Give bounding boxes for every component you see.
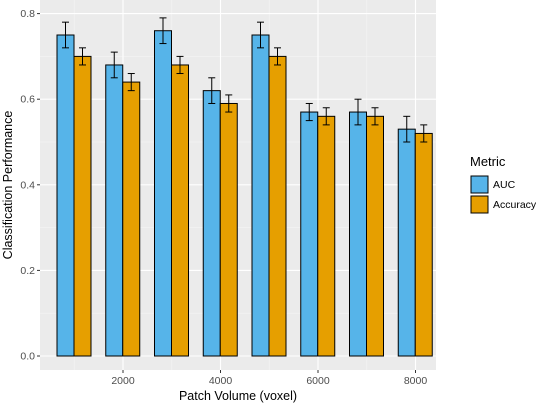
bar-accuracy-8: [414, 132, 433, 357]
error-bar-accuracy-4: [225, 94, 233, 113]
bar-auc-2: [105, 64, 124, 357]
bar-accuracy-6: [317, 115, 336, 357]
x-axis-title: Patch Volume (voxel): [179, 389, 297, 403]
bar-auc-7: [349, 111, 367, 357]
x-tick-label: 6000: [306, 375, 330, 387]
bar-accuracy-7: [366, 115, 384, 357]
y-tick-label: 0.8: [20, 8, 35, 20]
x-tick-label: 4000: [209, 375, 233, 387]
legend-swatch-accuracy: [470, 195, 489, 214]
error-bar-auc-5: [257, 21, 264, 49]
legend-title: Metric: [470, 154, 506, 169]
error-bar-accuracy-6: [322, 107, 330, 126]
y-tick-label: 0.6: [20, 94, 35, 106]
y-tick-label: 0.2: [20, 265, 35, 277]
error-bar-accuracy-1: [79, 47, 86, 66]
error-bar-accuracy-2: [127, 73, 135, 92]
y-axis-title: Classification Performance: [1, 111, 15, 260]
bar-accuracy-5: [268, 55, 287, 357]
error-bar-auc-6: [305, 102, 313, 122]
bar-accuracy-3: [171, 64, 189, 357]
legend: Metric AUC Accuracy: [470, 154, 536, 214]
bar-auc-4: [202, 90, 221, 357]
error-bar-auc-1: [62, 21, 69, 49]
error-bar-accuracy-3: [176, 55, 184, 75]
bar-auc-3: [154, 30, 172, 357]
axes: 0.0 0.2 0.4 0.6 0.8 2000 4000 6000 8000: [20, 8, 427, 387]
bar-auc-1: [56, 34, 75, 357]
bar-auc-5: [251, 34, 270, 357]
legend-label-auc: AUC: [493, 179, 516, 191]
bar-accuracy-1: [73, 55, 92, 357]
bar-accuracy-4: [219, 102, 238, 357]
x-tick-label: 8000: [404, 375, 428, 387]
bar-accuracy-2: [122, 81, 141, 357]
x-tick-label: 2000: [111, 375, 135, 387]
bar-auc-8: [397, 128, 416, 357]
error-bar-auc-8: [403, 115, 411, 143]
y-tick-label: 0.0: [20, 351, 35, 363]
bars: [56, 17, 433, 357]
error-bar-auc-2: [110, 51, 118, 79]
y-tick-label: 0.4: [20, 179, 35, 191]
error-bar-accuracy-5: [274, 47, 281, 66]
error-bar-accuracy-7: [371, 107, 379, 126]
legend-swatch-auc: [470, 175, 489, 194]
error-bar-auc-4: [208, 77, 216, 104]
error-bar-auc-3: [159, 17, 167, 45]
error-bar-auc-7: [354, 98, 362, 126]
legend-label-accuracy: Accuracy: [493, 199, 536, 211]
error-bar-accuracy-8: [420, 124, 428, 143]
bar-auc-6: [300, 111, 319, 357]
